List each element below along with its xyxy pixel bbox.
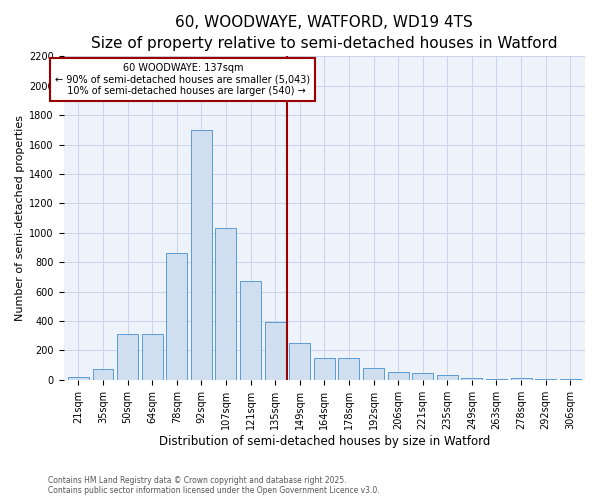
Bar <box>68 377 89 380</box>
Bar <box>92 369 113 380</box>
Bar <box>388 372 409 380</box>
Title: 60, WOODWAYE, WATFORD, WD19 4TS
Size of property relative to semi-detached house: 60, WOODWAYE, WATFORD, WD19 4TS Size of … <box>91 15 557 51</box>
Bar <box>215 228 236 380</box>
Bar <box>560 379 581 380</box>
Bar <box>412 373 433 380</box>
Bar <box>511 378 532 380</box>
X-axis label: Distribution of semi-detached houses by size in Watford: Distribution of semi-detached houses by … <box>158 434 490 448</box>
Text: Contains HM Land Registry data © Crown copyright and database right 2025.
Contai: Contains HM Land Registry data © Crown c… <box>48 476 380 495</box>
Bar <box>461 378 482 380</box>
Bar <box>166 254 187 380</box>
Bar <box>191 130 212 380</box>
Bar <box>363 368 384 380</box>
Bar <box>338 358 359 380</box>
Bar <box>437 374 458 380</box>
Y-axis label: Number of semi-detached properties: Number of semi-detached properties <box>15 115 25 321</box>
Bar <box>265 322 286 380</box>
Bar <box>486 379 507 380</box>
Bar <box>142 334 163 380</box>
Bar <box>117 334 138 380</box>
Bar <box>535 379 556 380</box>
Text: 60 WOODWAYE: 137sqm
← 90% of semi-detached houses are smaller (5,043)
  10% of s: 60 WOODWAYE: 137sqm ← 90% of semi-detach… <box>55 63 310 96</box>
Bar <box>240 282 261 380</box>
Bar <box>314 358 335 380</box>
Bar <box>289 343 310 380</box>
